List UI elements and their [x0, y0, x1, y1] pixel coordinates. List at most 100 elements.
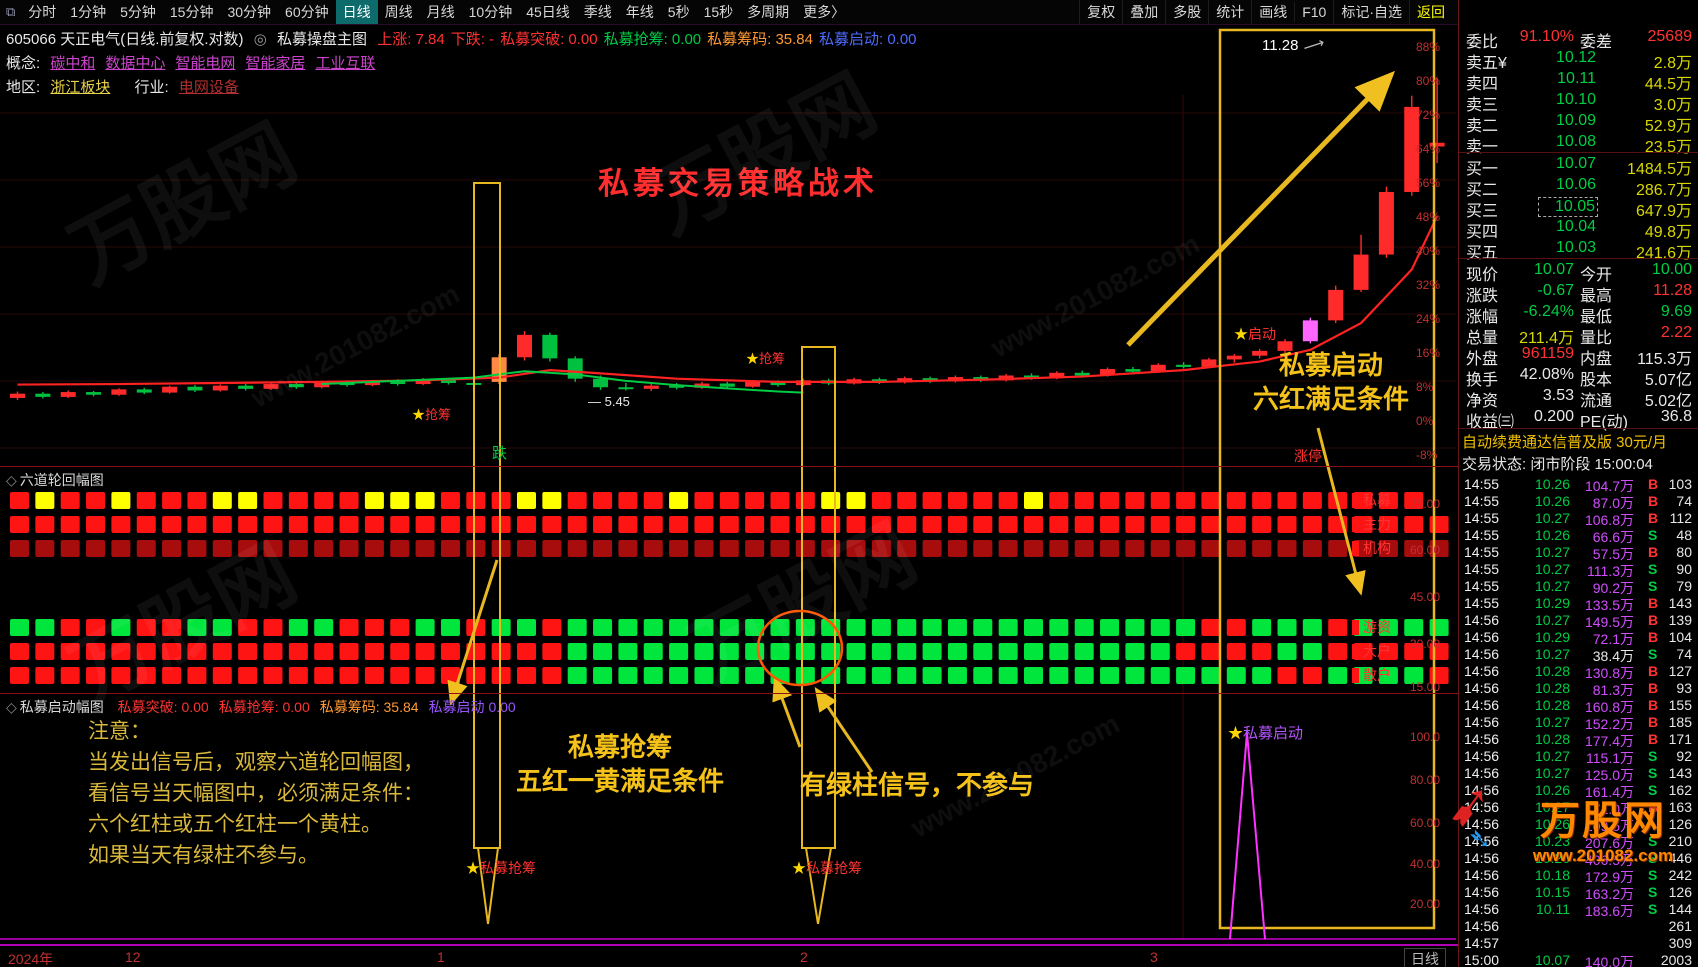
- bid-row[interactable]: 买一 10.07 1484.5万: [1462, 155, 1694, 178]
- signal-square: [643, 540, 663, 557]
- candle-body: [1353, 254, 1369, 290]
- concept-tag-工业互联[interactable]: 工业互联: [315, 55, 376, 72]
- tick-row: 14:56 10.20 406.5万 S 446: [1462, 850, 1694, 868]
- toolbar-item-标记·自选[interactable]: 标记·自选: [1333, 0, 1409, 24]
- toolbar-item-多股[interactable]: 多股: [1165, 0, 1208, 24]
- menu-item-多周期[interactable]: 多周期: [747, 4, 790, 20]
- tick-price: 10.29: [1534, 629, 1570, 645]
- signal-square: [745, 516, 765, 533]
- tick-side: B: [1648, 629, 1659, 645]
- tick-side: B: [1648, 510, 1659, 526]
- toolbar-item-叠加[interactable]: 叠加: [1122, 0, 1165, 24]
- bid-amount: 241.6万: [1635, 245, 1692, 262]
- period-badge[interactable]: 日线: [1404, 948, 1446, 967]
- region-value[interactable]: 浙江板块: [50, 79, 111, 96]
- ask-row[interactable]: 卖三 10.10 3.0万: [1462, 91, 1694, 114]
- bottom-panel-header[interactable]: ◇ 私募启动幅图 私募突破: 0.00 私募抢筹: 0.00 私募筹码: 35.84 私…: [6, 697, 516, 717]
- concept-tag-智能电网[interactable]: 智能电网: [175, 55, 236, 72]
- menu-item-15秒[interactable]: 15秒: [703, 4, 734, 20]
- signal-square: [491, 492, 511, 509]
- signal-square: [1049, 667, 1069, 684]
- candle-body: [263, 384, 279, 389]
- signal-square: [567, 492, 587, 509]
- toolbar-item-返回[interactable]: 返回: [1409, 0, 1452, 24]
- bid-row[interactable]: 买二 10.06 286.7万: [1462, 176, 1694, 199]
- signal-square: [795, 667, 815, 684]
- signal-square: [821, 540, 841, 557]
- menu-item-45日线[interactable]: 45日线: [526, 4, 570, 20]
- tick-side: S: [1648, 867, 1658, 883]
- stat-value: 5.02亿: [1644, 393, 1692, 410]
- signal-square: [618, 667, 638, 684]
- quote-sidebar[interactable]: [1458, 0, 1698, 967]
- mid-panel-header[interactable]: ◇ 六道轮回幅图: [6, 470, 104, 490]
- tick-price: 10.26: [1534, 782, 1570, 798]
- candle-body: [643, 385, 659, 389]
- signal-square: [364, 516, 384, 533]
- candle-body: [770, 381, 786, 386]
- signal-square: [288, 619, 308, 636]
- signal-square: [212, 643, 232, 660]
- signal-square: [998, 619, 1018, 636]
- industry-value[interactable]: 电网设备: [178, 79, 239, 96]
- bid-row[interactable]: 买四 10.04 49.8万: [1462, 218, 1694, 241]
- menu-item-60分钟[interactable]: 60分钟: [285, 4, 329, 20]
- toolbar-item-画线[interactable]: 画线: [1251, 0, 1294, 24]
- signal-square: [871, 516, 891, 533]
- ask-row[interactable]: 卖四 10.11 44.5万: [1462, 70, 1694, 93]
- menu-item-5分钟[interactable]: 5分钟: [120, 4, 156, 20]
- tick-time: 14:56: [1464, 833, 1500, 849]
- signal-square: [1176, 643, 1196, 660]
- bid-row[interactable]: 买五 10.03 241.6万: [1462, 239, 1694, 262]
- menu-item-30分钟[interactable]: 30分钟: [227, 4, 272, 20]
- toolbar-right: 复权 叠加 多股 统计 画线 F10 标记·自选 返回: [1079, 0, 1452, 24]
- signal-square: [1226, 492, 1246, 509]
- ask-row[interactable]: 卖五¥ 10.12 2.8万: [1462, 49, 1694, 72]
- menu-item-年线[interactable]: 年线: [625, 4, 654, 20]
- row-label-大户: 大户: [1352, 644, 1391, 659]
- menu-item-10分钟[interactable]: 10分钟: [468, 4, 513, 20]
- signal-square: [364, 540, 384, 557]
- toolbar-item-复权[interactable]: 复权: [1079, 0, 1122, 24]
- trade-status: 交易状态: 闭市阶段 15:00:04: [1462, 456, 1653, 473]
- bid-row[interactable]: 买三 10.05 647.9万: [1462, 197, 1694, 220]
- panel-axis-label: 15.00: [1410, 680, 1441, 694]
- menu-item-1分钟[interactable]: 1分钟: [70, 4, 107, 20]
- signal-square: [922, 540, 942, 557]
- signal-square: [60, 643, 80, 660]
- signal-square: [60, 619, 80, 636]
- signal-square: [1125, 540, 1145, 557]
- stat-value: 11.28: [1653, 282, 1692, 299]
- main-candlestick-chart[interactable]: [0, 0, 1458, 944]
- menu-item-5秒[interactable]: 5秒: [667, 4, 690, 20]
- candle-body: [35, 393, 51, 397]
- ask-row[interactable]: 卖二 10.09 52.9万: [1462, 112, 1694, 135]
- menu-item-周线[interactable]: 周线: [384, 4, 413, 20]
- subscription-banner[interactable]: 自动续费通达信普及版 30元/月: [1462, 434, 1668, 451]
- menu-item-15分钟[interactable]: 15分钟: [169, 4, 214, 20]
- toolbar-item-统计[interactable]: 统计: [1208, 0, 1251, 24]
- tick-volume: 90.2万: [1592, 580, 1634, 596]
- signal-square: [1404, 643, 1424, 660]
- window-icon[interactable]: ⧉: [6, 4, 16, 19]
- stat-label: 外盘: [1466, 351, 1499, 368]
- menu-item-日线[interactable]: 日线: [335, 0, 378, 24]
- concept-tag-智能家居[interactable]: 智能家居: [245, 55, 306, 72]
- concept-tag-数据中心[interactable]: 数据中心: [105, 55, 166, 72]
- concept-tag-碳中和[interactable]: 碳中和: [50, 55, 96, 72]
- menu-item-分时[interactable]: 分时: [28, 4, 57, 20]
- candle-body: [1277, 341, 1293, 351]
- menu-item-月线[interactable]: 月线: [426, 4, 455, 20]
- weibi-label: 委比: [1466, 34, 1499, 51]
- toolbar-item-F10[interactable]: F10: [1294, 2, 1333, 22]
- signal-square: [86, 492, 106, 509]
- signal-square: [593, 643, 613, 660]
- ask-row[interactable]: 卖一 10.08 23.5万: [1462, 133, 1694, 156]
- signal-square: [390, 643, 410, 660]
- menu-item-更多〉[interactable]: 更多〉: [803, 4, 846, 20]
- signal-square: [35, 619, 55, 636]
- signal-square: [1176, 667, 1196, 684]
- signal-square: [694, 516, 714, 533]
- indicator-name[interactable]: 私募操盘主图: [277, 31, 368, 48]
- menu-item-季线[interactable]: 季线: [583, 4, 612, 20]
